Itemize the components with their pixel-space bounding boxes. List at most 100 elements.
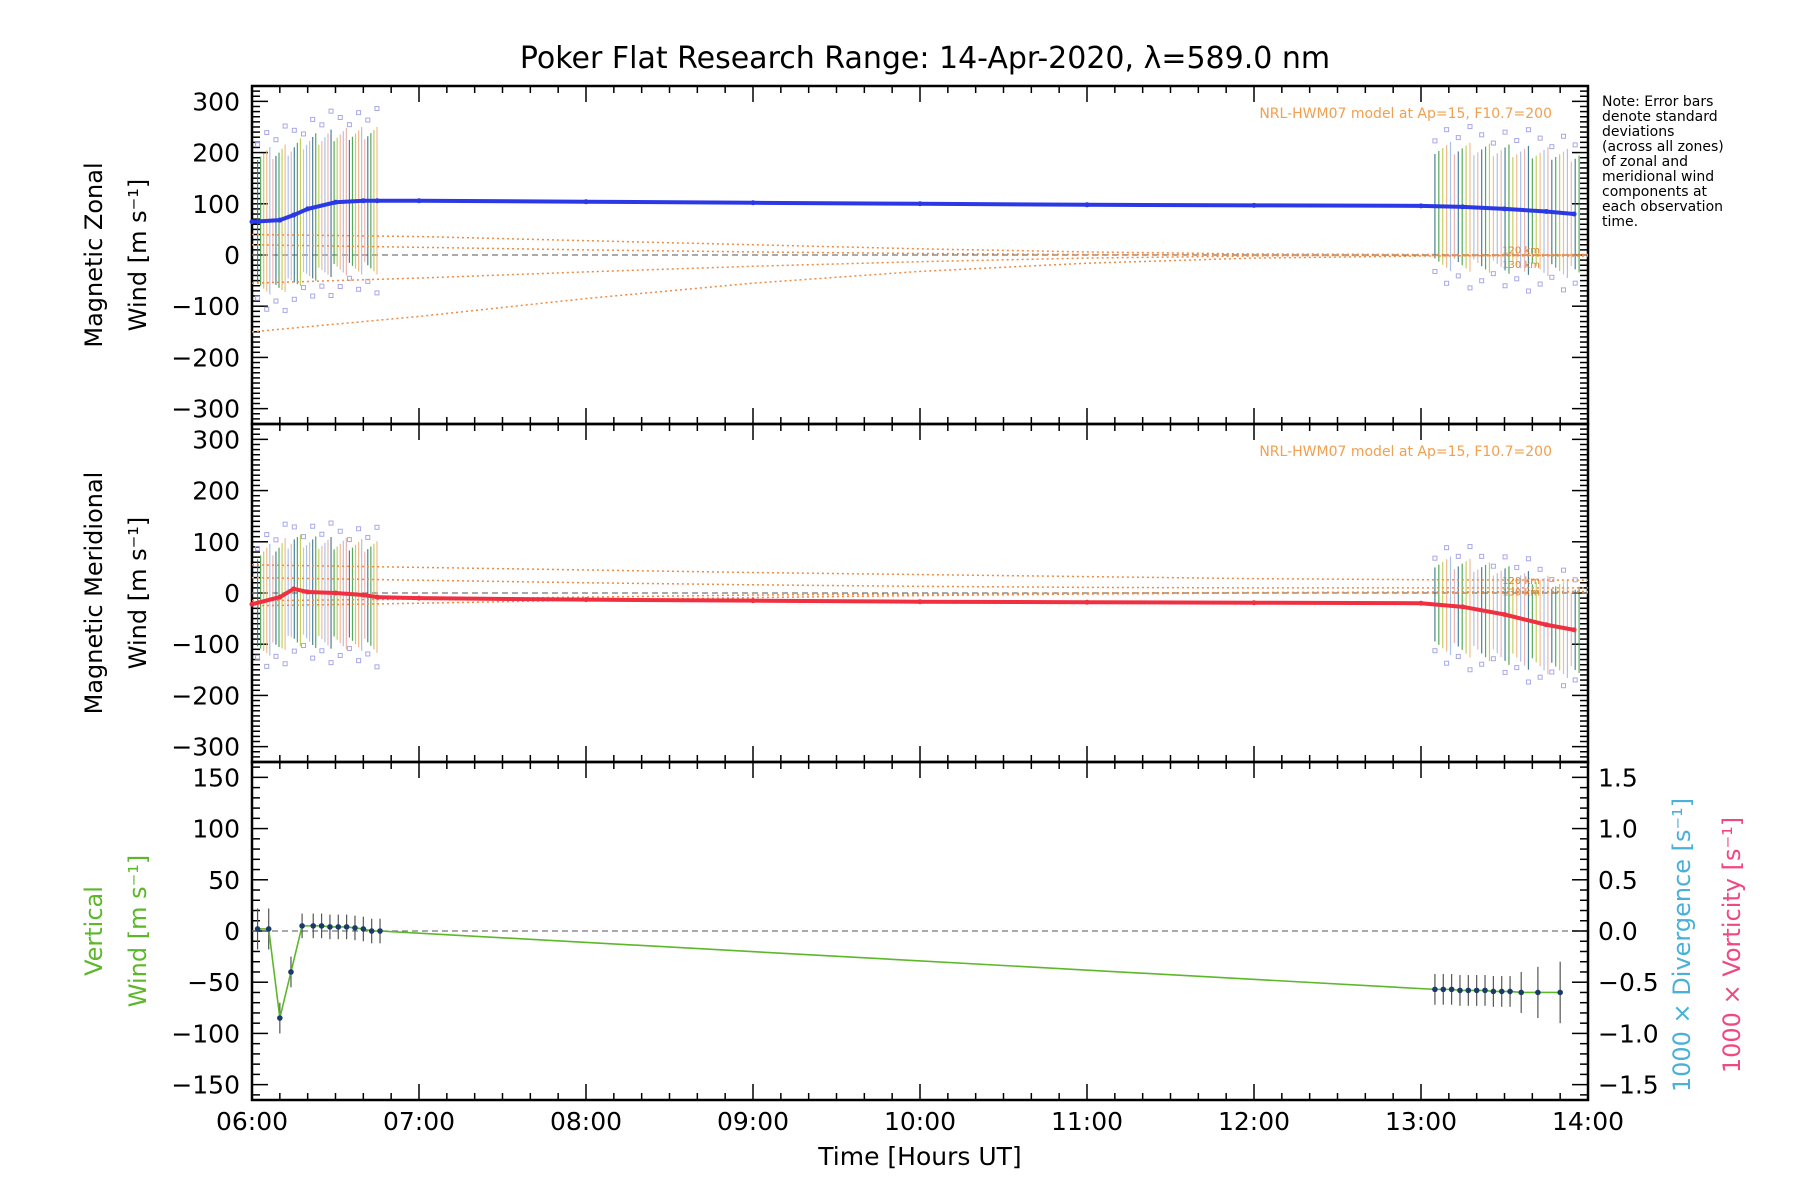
zone-point	[310, 116, 316, 122]
vertical-wind-point	[1432, 986, 1438, 993]
mean-wind-point	[1543, 622, 1549, 628]
zone-point	[255, 295, 261, 301]
vertical-wind-point	[277, 1015, 283, 1021]
zonal-ylabel-line2: Wind [m s⁻¹]	[124, 179, 152, 331]
zone-point	[365, 651, 371, 657]
zone-point	[273, 298, 279, 304]
y2-tick-label: 0.5	[1598, 866, 1638, 895]
zone-point	[1467, 124, 1473, 130]
y-tick-label: 0	[224, 241, 240, 270]
zone-point	[374, 106, 380, 112]
zone-point	[356, 658, 362, 664]
zone-point	[1444, 280, 1450, 286]
y2-tick-label: 0.0	[1598, 917, 1638, 946]
zone-point	[356, 110, 362, 116]
y-tick-label: 50	[208, 866, 240, 895]
zone-point	[300, 534, 306, 540]
mean-wind-point	[333, 199, 338, 205]
zone-point	[1455, 654, 1461, 660]
zone-point	[264, 663, 270, 669]
zone-point	[1525, 679, 1531, 685]
mean-wind-point	[1084, 599, 1090, 605]
vertical-wind-point	[1535, 989, 1541, 996]
meridional-model-label: NRL-HWM07 model at Ap=15, F10.7=200	[1259, 444, 1552, 460]
zone-point	[1502, 554, 1508, 560]
zone-point	[291, 127, 297, 133]
y-tick-label: −200	[171, 343, 240, 372]
mean-wind-point	[360, 198, 366, 204]
vertical-ylabel-line2: Wind [m s⁻¹]	[124, 855, 152, 1007]
y-tick-label: −200	[171, 681, 240, 710]
zone-point	[273, 137, 279, 143]
zone-point	[1561, 287, 1567, 293]
mean-wind-point	[374, 198, 380, 204]
zone-point	[1479, 661, 1485, 667]
y2-tick-label: −1.0	[1598, 1019, 1659, 1048]
x-axis: 06:00 07:00 08:00 09:00 10:00 11:00 12:00 13:00…	[216, 1107, 1624, 1136]
altitude-label: 120 km	[1502, 576, 1540, 587]
vertical-wind-point	[1440, 986, 1447, 993]
x-tick-label: 09:00	[717, 1107, 789, 1136]
zone-point	[346, 645, 352, 651]
zone-point	[282, 521, 288, 527]
mean-wind-point	[917, 599, 923, 605]
zone-point	[328, 108, 334, 114]
note-line: meridional wind	[1602, 169, 1714, 185]
zone-point	[1514, 276, 1520, 282]
y-tick-label: 200	[192, 477, 240, 506]
vertical-wind-point	[360, 926, 367, 932]
zone-point	[1502, 669, 1508, 675]
y-tick-label: 300	[192, 425, 240, 454]
zone-point	[356, 526, 362, 532]
zone-point	[1444, 545, 1450, 551]
zone-point	[1572, 677, 1578, 683]
y2-tick-label: 1.5	[1598, 763, 1638, 792]
vertical-wind-point	[1482, 987, 1488, 994]
zone-point	[374, 290, 380, 296]
zone-point	[1514, 665, 1520, 671]
model-curve	[251, 564, 1589, 581]
y-tick-label: 100	[192, 815, 240, 844]
zone-point	[1549, 669, 1555, 675]
note-line: components at	[1602, 184, 1708, 200]
mean-wind-point	[1460, 204, 1466, 210]
x-tick-label: 10:00	[884, 1107, 956, 1136]
x-axis-label: Time [Hours UT]	[817, 1142, 1021, 1171]
zonal-ylabel: Magnetic Zonal Wind [m s⁻¹]	[80, 162, 152, 347]
mean-wind-point	[1251, 600, 1257, 606]
altitude-label: 130 km	[1502, 260, 1540, 271]
zone-point	[291, 524, 297, 530]
y-tick-label: 0	[224, 579, 240, 608]
zone-point	[1537, 135, 1543, 141]
y-tick-label: −100	[171, 1019, 240, 1048]
x-tick-label: 08:00	[550, 1107, 622, 1136]
zone-point	[1432, 138, 1438, 144]
x-tick-label: 11:00	[1051, 1107, 1123, 1136]
note-line: Note: Error bars	[1602, 94, 1713, 110]
vorticity-label: 1000 × Vorticity [s⁻¹]	[1718, 817, 1746, 1073]
vertical-wind-line	[257, 925, 1561, 1019]
note-line: deviations	[1602, 124, 1674, 140]
zone-point	[282, 123, 288, 129]
zone-point	[1455, 553, 1461, 559]
altitude-label: 120 km	[1502, 245, 1540, 256]
x-tick-label: 07:00	[383, 1107, 455, 1136]
y2-tick-label: 1.0	[1598, 815, 1638, 844]
y-tick-label: 100	[192, 190, 240, 219]
model-curve	[251, 233, 1589, 256]
zone-point	[291, 648, 297, 654]
y-tick-label: −50	[187, 968, 240, 997]
zone-point	[1467, 285, 1473, 291]
zone-point	[1537, 674, 1543, 680]
zone-point	[356, 286, 362, 292]
mean-wind-point	[917, 201, 923, 207]
zone-point	[310, 293, 316, 299]
mean-wind-point	[1571, 211, 1577, 217]
note-line: of zonal and	[1602, 154, 1688, 170]
vertical-wind-point	[1518, 989, 1524, 996]
zone-point	[1525, 556, 1531, 562]
zone-point	[374, 524, 380, 530]
zone-point	[300, 642, 306, 648]
